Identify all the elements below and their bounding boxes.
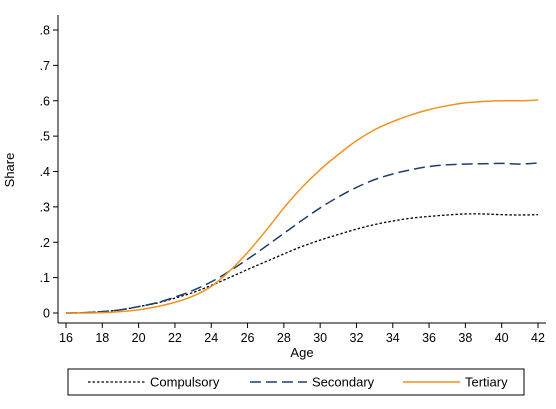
series-line-tertiary bbox=[65, 99, 539, 314]
x-tick-label: 38 bbox=[458, 331, 472, 345]
legend-items: Compulsory Secondary Tertiary bbox=[88, 375, 508, 390]
y-tick-label: .6 bbox=[40, 94, 50, 108]
plot-series bbox=[65, 99, 539, 314]
x-tick-label: 34 bbox=[386, 331, 400, 345]
y-axis-title: Share bbox=[2, 153, 17, 188]
x-tick-label: 22 bbox=[168, 331, 182, 345]
series-line-secondary bbox=[65, 162, 539, 314]
y-ticks: 0 .1 .2 .3 .4 .5 .6 .7 .8 bbox=[40, 24, 58, 321]
y-tick-label: .4 bbox=[40, 165, 50, 179]
legend-label-compulsory: Compulsory bbox=[150, 375, 220, 390]
x-tick-label: 32 bbox=[350, 331, 364, 345]
x-tick-label: 30 bbox=[313, 331, 327, 345]
legend: Compulsory Secondary Tertiary bbox=[67, 368, 525, 396]
x-tick-label: 36 bbox=[422, 331, 436, 345]
series-line-compulsory bbox=[65, 213, 539, 314]
y-tick-label: .8 bbox=[40, 24, 50, 38]
x-ticks: 16 18 20 22 24 26 28 30 32 34 36 38 40 42 bbox=[59, 323, 545, 345]
x-axis: 16 18 20 22 24 26 28 30 32 34 36 38 40 42 Age bbox=[58, 322, 546, 360]
y-axis: 0 .1 .2 .3 .4 .5 .6 .7 .8 Share bbox=[2, 15, 59, 323]
x-tick-label: 16 bbox=[59, 331, 73, 345]
legend-label-tertiary: Tertiary bbox=[465, 375, 508, 390]
y-tick-label: .5 bbox=[40, 130, 50, 144]
y-tick-label: .7 bbox=[40, 59, 50, 73]
x-axis-title: Age bbox=[290, 345, 313, 360]
x-tick-label: 20 bbox=[132, 331, 146, 345]
y-tick-label: .1 bbox=[40, 271, 50, 285]
x-tick-label: 24 bbox=[204, 331, 218, 345]
x-tick-label: 40 bbox=[495, 331, 509, 345]
legend-label-secondary: Secondary bbox=[312, 375, 375, 390]
x-tick-label: 18 bbox=[95, 331, 109, 345]
y-tick-label: 0 bbox=[43, 307, 50, 321]
x-tick-label: 42 bbox=[531, 331, 545, 345]
y-tick-label: .3 bbox=[40, 200, 50, 214]
x-tick-label: 28 bbox=[277, 331, 291, 345]
y-tick-label: .2 bbox=[40, 236, 50, 250]
x-tick-label: 26 bbox=[241, 331, 255, 345]
